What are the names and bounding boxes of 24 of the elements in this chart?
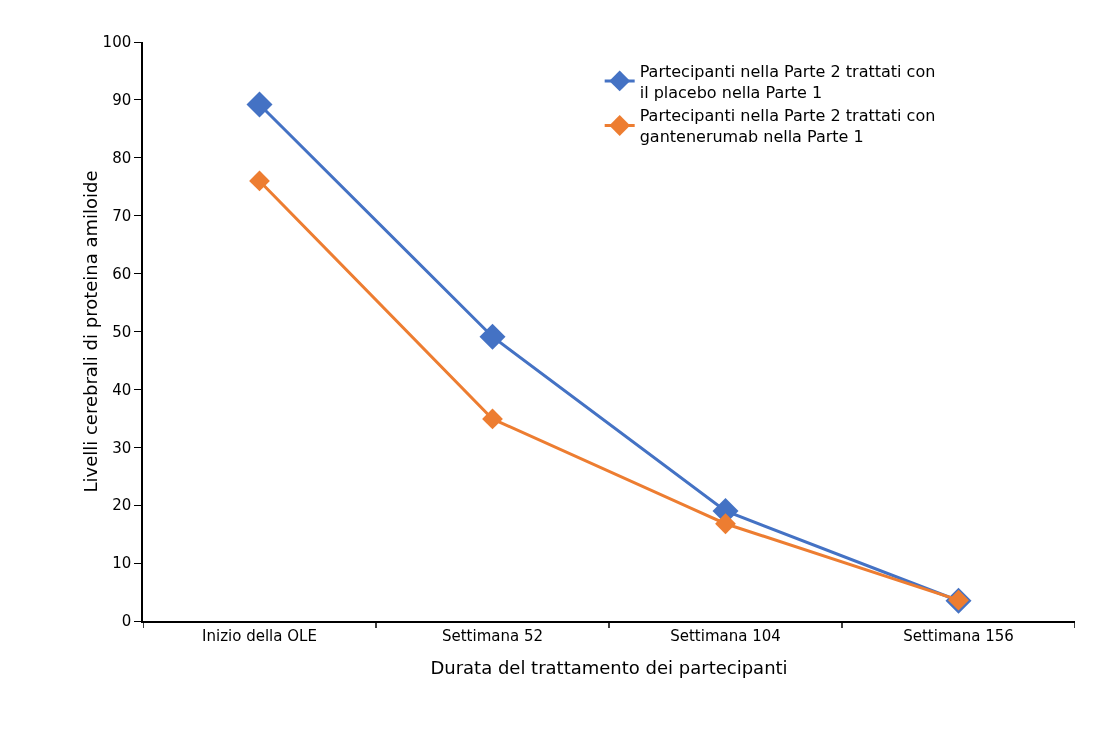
y-tick-label: 30 [112,438,132,457]
x-tick-label: Inizio della OLE [202,626,317,645]
x-tick-label: Settimana 156 [903,626,1014,645]
y-tick-label: 60 [112,264,132,283]
y-tick-label: 20 [112,496,132,515]
point [249,170,270,192]
y-tick-label: 100 [102,33,132,52]
y-tick-label: 40 [112,380,132,399]
x-tick-label: Settimana 52 [441,626,544,645]
y-tick-label: 10 [112,554,132,573]
y-axis-title: Livelli cerebrali di proteina amiloide [79,170,101,493]
legend-label: Partecipanti nella Parte 2 trattati con gantenerumab nella Parte 1 [639,106,936,147]
point [482,408,503,430]
y-tick-label: 0 [121,612,132,631]
point [246,91,273,118]
y-tick-label: 50 [112,322,132,341]
x-tick-label: Settimana 104 [670,626,781,645]
point [715,513,736,535]
point [479,323,506,350]
y-tick-label: 90 [112,91,132,110]
y-tick-label: 70 [112,206,132,225]
x-axis-title: Durata del trattamento dei partecipanti [430,657,788,679]
y-tick-label: 80 [112,149,132,168]
legend-label: Partecipanti nella Parte 2 trattati con il placebo nella Parte 1 [639,61,936,102]
